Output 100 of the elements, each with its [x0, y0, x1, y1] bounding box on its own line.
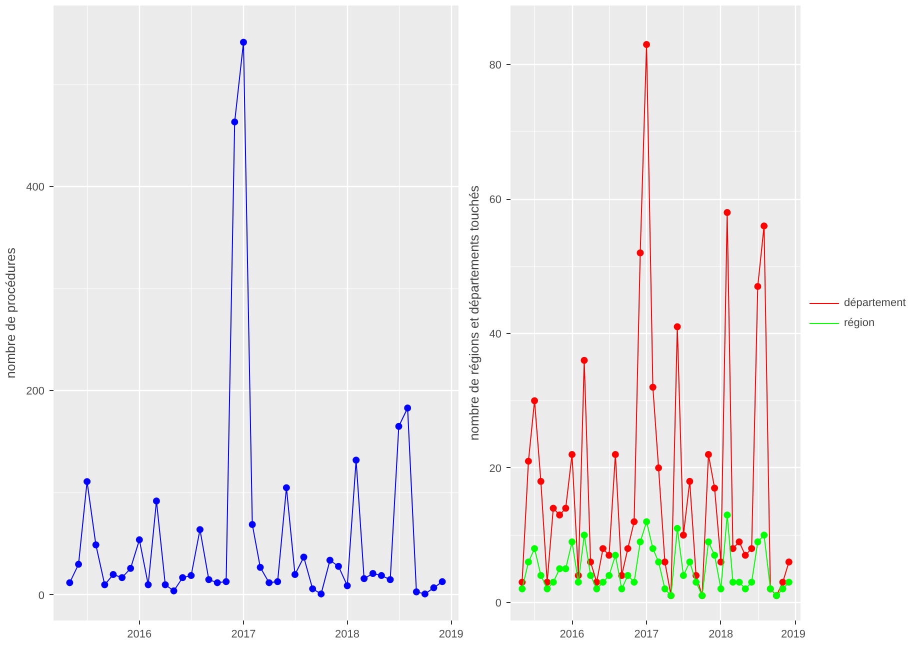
point — [524, 558, 532, 566]
point — [692, 578, 700, 586]
y-tick-label: 20 — [489, 462, 502, 475]
point — [649, 384, 656, 391]
point — [612, 450, 619, 458]
point — [568, 538, 576, 546]
point — [748, 578, 756, 586]
point — [587, 572, 594, 579]
point — [704, 450, 712, 458]
point — [531, 397, 538, 404]
point — [562, 504, 570, 512]
point — [655, 558, 662, 566]
point — [248, 520, 256, 528]
point — [729, 545, 736, 552]
point — [606, 552, 613, 559]
point — [205, 576, 212, 584]
point — [674, 524, 681, 532]
point — [760, 222, 768, 230]
point — [636, 538, 644, 546]
point — [282, 484, 290, 492]
point — [686, 478, 694, 485]
point — [266, 579, 273, 586]
point — [378, 572, 385, 580]
x-tick-label: 2017 — [231, 628, 256, 640]
point — [736, 538, 743, 546]
point — [101, 581, 108, 588]
y-tick-label: 400 — [26, 181, 45, 194]
point — [326, 556, 334, 564]
point — [240, 38, 247, 46]
point — [748, 545, 756, 552]
point — [170, 587, 178, 594]
point — [779, 585, 786, 592]
point — [760, 532, 768, 539]
point — [412, 588, 420, 596]
point — [711, 484, 718, 492]
point — [599, 545, 606, 552]
point — [599, 578, 606, 586]
legend-label: département — [844, 296, 906, 308]
point — [404, 404, 412, 412]
point — [680, 532, 687, 539]
legend-label: région — [844, 316, 875, 328]
y-tick-label: 60 — [489, 194, 502, 206]
point — [300, 554, 308, 561]
point — [84, 478, 91, 486]
point — [537, 478, 544, 485]
point — [606, 572, 613, 579]
point — [334, 562, 342, 570]
point — [568, 450, 576, 458]
point — [724, 511, 731, 518]
point — [537, 572, 544, 579]
point — [556, 565, 564, 572]
point — [779, 578, 786, 586]
point — [110, 571, 117, 578]
point — [127, 564, 134, 572]
x-tick-label: 2016 — [560, 628, 584, 640]
x-tick-label: 2016 — [127, 628, 152, 640]
point — [386, 576, 394, 584]
point — [742, 585, 749, 592]
point — [214, 579, 221, 586]
point — [291, 571, 298, 578]
point — [624, 545, 632, 552]
point — [785, 578, 792, 586]
point — [636, 249, 644, 256]
point — [574, 578, 582, 586]
point — [661, 558, 668, 566]
point — [618, 585, 626, 592]
point — [643, 40, 650, 48]
point — [188, 572, 195, 580]
point — [674, 323, 681, 330]
point — [704, 538, 712, 546]
point — [630, 518, 638, 526]
point — [231, 118, 238, 126]
point — [742, 552, 749, 559]
point — [643, 518, 650, 526]
point — [711, 552, 718, 559]
y-tick-label: 80 — [489, 60, 502, 72]
x-tick-label: 2017 — [634, 628, 659, 640]
point — [729, 578, 736, 586]
point — [309, 585, 316, 592]
point — [430, 584, 438, 592]
point — [580, 356, 588, 364]
y-tick-label: 200 — [26, 386, 45, 398]
point — [580, 532, 588, 539]
point — [352, 456, 360, 464]
point — [518, 585, 526, 592]
point — [686, 558, 694, 566]
point — [524, 458, 532, 465]
point — [754, 538, 762, 546]
point — [649, 545, 656, 552]
point — [196, 526, 204, 534]
point — [544, 585, 551, 592]
point — [630, 578, 638, 586]
point — [556, 511, 564, 518]
point — [531, 545, 538, 552]
point — [562, 565, 570, 572]
point — [661, 585, 668, 592]
x-tick-label: 2019 — [438, 628, 464, 640]
point — [92, 541, 100, 548]
x-tick-label: 2019 — [781, 628, 806, 640]
point — [550, 578, 557, 586]
